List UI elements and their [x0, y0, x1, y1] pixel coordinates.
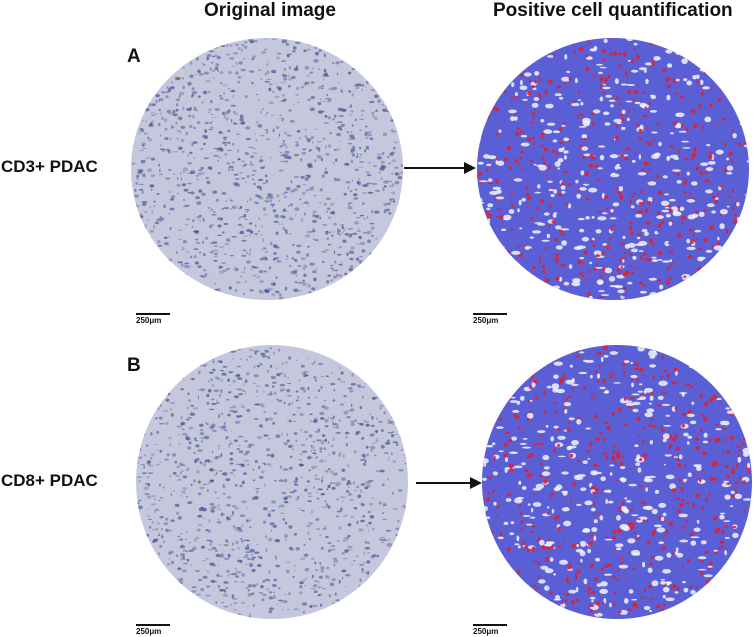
scalebar-quant-cd8: 250μm	[473, 624, 507, 636]
arrow-icon	[404, 162, 476, 174]
quantification-image-cd8	[482, 345, 752, 619]
arrow-icon	[416, 477, 482, 489]
quantification-image-cd3	[477, 38, 749, 300]
scalebar-original-cd8: 250μm	[136, 624, 170, 636]
scalebar-original-cd3: 250μm	[136, 313, 170, 325]
column-header-quantification: Positive cell quantification	[493, 0, 733, 21]
original-image-cd3	[131, 38, 403, 300]
row-label-cd3: CD3+ PDAC	[1, 157, 98, 176]
panel-letter-b: B	[127, 355, 141, 376]
row-label-cd8: CD8+ PDAC	[1, 471, 98, 490]
panel-letter-a: A	[127, 46, 141, 67]
column-header-original: Original image	[204, 0, 336, 21]
original-image-cd8	[136, 345, 408, 619]
scalebar-quant-cd3: 250μm	[473, 313, 507, 325]
